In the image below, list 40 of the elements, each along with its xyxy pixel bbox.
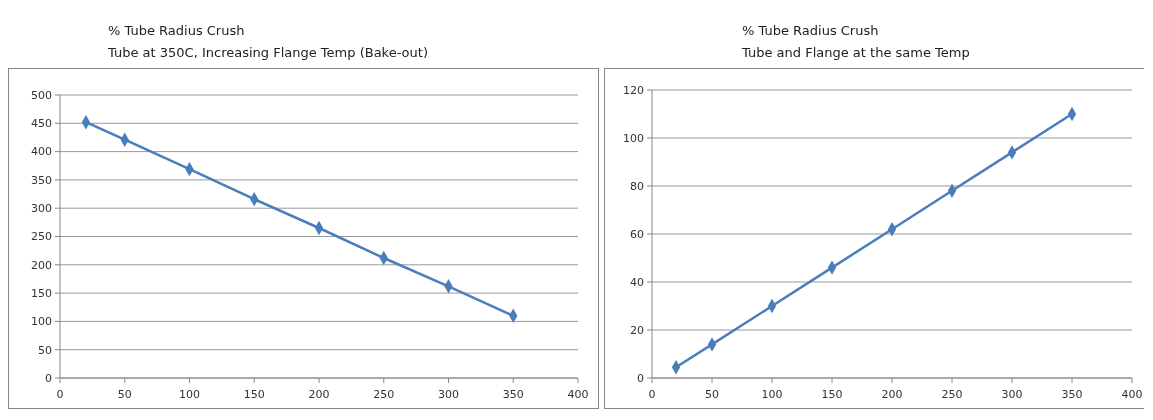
x-tick-label: 400 <box>1121 388 1143 401</box>
x-tick-label: 150 <box>821 388 843 401</box>
x-tick-label: 100 <box>179 388 200 401</box>
y-tick-label: 80 <box>630 179 644 193</box>
x-tick-label: 0 <box>56 388 64 401</box>
y-tick-label: 200 <box>31 258 52 272</box>
x-tick-label: 50 <box>705 388 719 401</box>
y-tick-label: 300 <box>31 202 52 216</box>
x-tick-label: 200 <box>308 388 330 401</box>
y-tick-label: 350 <box>31 173 52 187</box>
y-tick-label: 60 <box>630 227 644 241</box>
y-tick-label: 500 <box>31 88 52 102</box>
chart-subtitle: Tube at 350C, Increasing Flange Temp (Bake-out) <box>107 45 428 60</box>
y-tick-label: 20 <box>630 323 644 337</box>
y-tick-label: 40 <box>630 275 644 289</box>
x-tick-label: 400 <box>567 388 589 401</box>
x-tick-label: 150 <box>243 388 265 401</box>
y-tick-label: 0 <box>45 371 52 385</box>
y-tick-label: 400 <box>31 145 52 159</box>
y-tick-label: 250 <box>31 230 52 244</box>
y-tick-label: 100 <box>31 315 52 329</box>
y-tick-label: 100 <box>623 131 644 145</box>
x-tick-label: 250 <box>373 388 395 401</box>
x-tick-label: 250 <box>941 388 963 401</box>
x-tick-label: 100 <box>761 388 783 401</box>
y-tick-label: 0 <box>637 371 644 385</box>
y-tick-label: 450 <box>31 117 52 131</box>
x-tick-label: 300 <box>438 388 459 401</box>
y-tick-label: 120 <box>623 83 644 97</box>
chart-subtitle: Tube and Flange at the same Temp <box>741 45 970 60</box>
x-tick-label: 350 <box>1061 388 1083 401</box>
x-tick-label: 200 <box>881 388 903 401</box>
y-tick-label: 50 <box>38 343 52 357</box>
x-tick-label: 0 <box>648 388 656 401</box>
y-tick-label: 150 <box>31 286 52 300</box>
x-tick-label: 350 <box>502 388 524 401</box>
x-tick-label: 300 <box>1001 388 1023 401</box>
chart-title: % Tube Radius Crush <box>742 23 879 38</box>
x-tick-label: 50 <box>117 388 132 401</box>
chart-title: % Tube Radius Crush <box>108 23 245 38</box>
